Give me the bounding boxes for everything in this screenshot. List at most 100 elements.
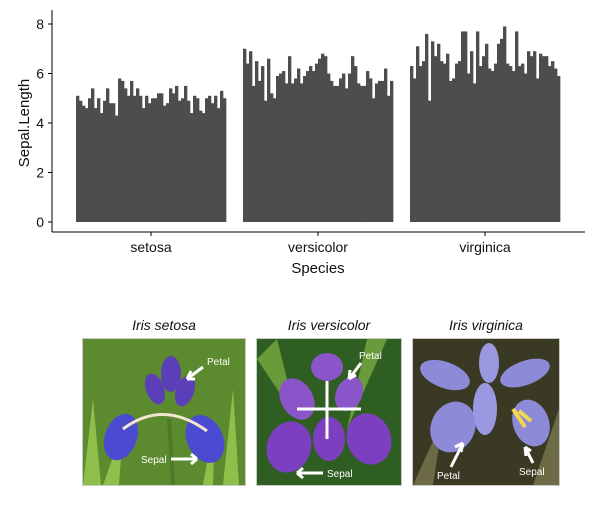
bar-setosa-39 [190,113,194,222]
bar-versicolor-20 [300,83,304,223]
bar-virginica-30 [497,43,501,222]
bar-versicolor-41 [363,85,367,223]
bar-virginica-28 [491,71,495,222]
bar-versicolor-49 [387,95,391,222]
bar-virginica-4 [419,66,423,222]
arrow-icon [449,441,465,468]
bar-setosa-6 [91,88,95,222]
bar-setosa-23 [142,108,146,222]
bar-virginica-19 [464,31,468,223]
photo-panel-versicolor: Iris versicolor Petal Sepal [256,312,402,486]
bar-virginica-46 [545,56,549,222]
sepal-label: Sepal [519,467,545,478]
bar-virginica-37 [518,66,522,222]
bar-virginica-45 [542,56,546,222]
bar-virginica-41 [530,56,534,222]
bar-chart: 0 2 4 6 8 setosa versicolor virginica Species S… [16,10,585,277]
bar-versicolor-30 [330,80,334,222]
bar-versicolor-4 [252,85,256,223]
bar-versicolor-28 [324,56,328,222]
y-tick-label: 4 [36,115,44,131]
bar-virginica-1 [410,66,414,222]
bar-setosa-2 [79,100,83,222]
bar-setosa-36 [181,98,185,222]
bar-virginica-20 [467,73,471,222]
bar-setosa-47 [214,95,218,222]
bar-setosa-19 [130,80,134,222]
x-tick-label-versicolor: versicolor [288,239,348,255]
bar-virginica-17 [458,61,462,223]
bar-setosa-16 [121,80,125,222]
bar-versicolor-34 [342,73,346,222]
y-tick-label: 8 [36,16,44,32]
bar-versicolor-31 [333,85,337,223]
x-tick-label-virginica: virginica [459,239,511,255]
bar-versicolor-48 [384,68,388,222]
arrow-icon [523,445,535,464]
bar-virginica-9 [434,56,438,222]
bar-virginica-48 [551,61,555,223]
bar-versicolor-24 [312,71,316,222]
bar-virginica-14 [449,80,453,222]
bar-virginica-23 [476,31,480,223]
bar-virginica-40 [527,51,531,222]
bar-setosa-11 [106,88,110,222]
bar-setosa-21 [136,88,140,222]
bar-virginica-15 [452,78,456,222]
bar-virginica-43 [536,78,540,222]
bar-setosa-14 [115,115,119,222]
bar-setosa-30 [163,105,167,222]
bar-setosa-50 [223,98,227,222]
bar-virginica-18 [461,31,465,223]
bars-layer [76,26,561,223]
bar-virginica-27 [488,68,492,222]
bar-setosa-12 [109,103,113,222]
bar-virginica-22 [473,83,477,223]
bar-setosa-42 [199,110,203,223]
sepal-shape [185,415,225,463]
bar-setosa-5 [88,98,92,222]
photo-title: Iris versicolor [287,317,371,333]
bar-setosa-27 [154,98,158,222]
bar-versicolor-7 [261,66,265,222]
sepal-shape [346,413,392,465]
flower-vein [511,407,533,429]
bar-virginica-31 [500,38,504,222]
y-axis-title: Sepal.Length [16,79,33,167]
bar-setosa-40 [193,95,197,222]
x-axis-title: Species [291,260,344,277]
bar-virginica-26 [485,43,489,222]
petal-shape [144,373,166,405]
bar-setosa-17 [124,88,128,222]
bar-versicolor-21 [303,75,307,222]
bar-virginica-12 [443,63,447,222]
bar-virginica-29 [494,63,498,222]
bar-versicolor-14 [282,71,286,222]
bar-versicolor-23 [309,66,313,222]
bar-versicolor-36 [348,73,352,222]
bar-virginica-50 [557,75,561,222]
bar-virginica-16 [455,63,459,222]
bar-virginica-49 [554,68,558,222]
bar-virginica-35 [512,71,516,222]
bar-versicolor-1 [243,48,247,222]
bar-versicolor-19 [297,68,301,222]
bar-setosa-9 [100,113,104,222]
bar-versicolor-44 [372,98,376,222]
bar-versicolor-12 [276,75,280,222]
bar-versicolor-40 [360,85,364,223]
sepal-shape [266,421,312,473]
sepal-shape [500,358,550,388]
bar-setosa-41 [196,98,200,222]
y-tick-label: 2 [36,165,44,181]
bar-virginica-13 [446,53,450,223]
bar-versicolor-38 [354,66,358,222]
bar-setosa-35 [178,100,182,222]
bar-setosa-4 [85,108,89,222]
petal-shape [473,383,497,435]
bar-versicolor-29 [327,73,331,222]
bar-setosa-38 [187,100,191,222]
petal-shape [174,375,196,407]
bar-virginica-7 [428,100,432,222]
arrow-icon [296,466,323,480]
